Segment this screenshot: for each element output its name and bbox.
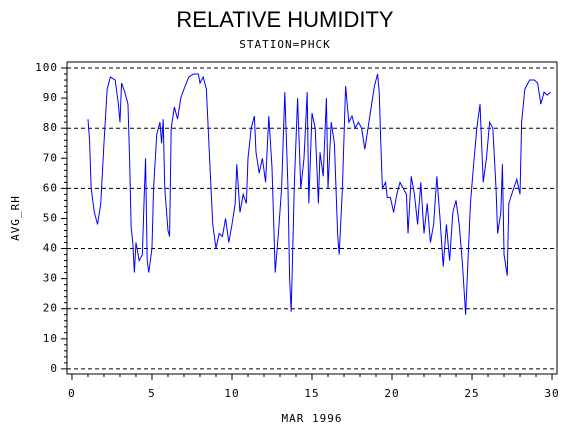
y-tick-label: 80 bbox=[43, 121, 58, 134]
y-tick-label: 90 bbox=[43, 91, 58, 104]
data-line bbox=[87, 73, 551, 315]
y-tick-label: 50 bbox=[43, 211, 58, 224]
y-axis-label: AVG_RH bbox=[9, 195, 22, 241]
x-tick-label: 30 bbox=[544, 387, 559, 400]
x-tick-label: 5 bbox=[148, 387, 156, 400]
x-tick-label: 0 bbox=[68, 387, 76, 400]
y-tick-label: 100 bbox=[35, 61, 58, 74]
x-tick-label: 15 bbox=[304, 387, 319, 400]
x-tick-label: 20 bbox=[384, 387, 399, 400]
y-tick-label: 0 bbox=[50, 362, 58, 375]
chart-subtitle: STATION=PHCK bbox=[239, 38, 330, 51]
y-tick-label: 40 bbox=[43, 242, 58, 255]
y-tick-label: 10 bbox=[43, 332, 58, 345]
y-tick-label: 20 bbox=[43, 302, 58, 315]
plot-frame bbox=[66, 61, 558, 375]
y-tick-label: 30 bbox=[43, 272, 58, 285]
chart-title: RELATIVE HUMIDITY bbox=[176, 7, 394, 32]
x-tick-label: 25 bbox=[464, 387, 479, 400]
y-tick-label: 70 bbox=[43, 151, 58, 164]
y-tick-label: 60 bbox=[43, 181, 58, 194]
x-tick-label: 10 bbox=[224, 387, 239, 400]
x-axis-label: MAR 1996 bbox=[282, 412, 343, 425]
